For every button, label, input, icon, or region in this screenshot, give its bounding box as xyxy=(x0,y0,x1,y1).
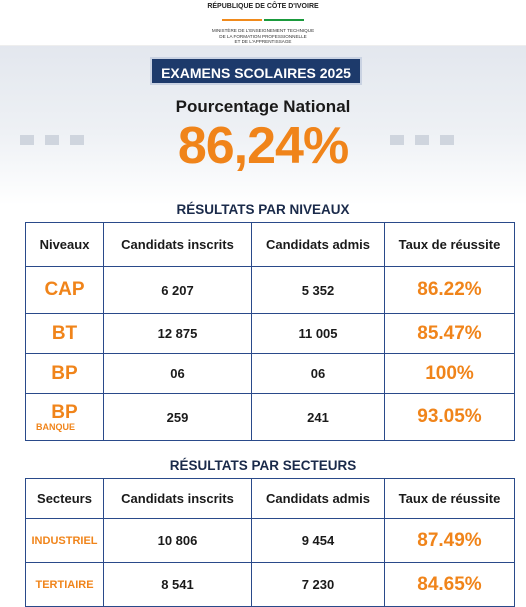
inscrits-cell: 06 xyxy=(103,353,252,394)
country: RÉPUBLIQUE DE CÔTE D'IVOIRE xyxy=(207,3,319,10)
column-header: Taux de réussite xyxy=(384,478,515,519)
flag xyxy=(0,10,526,28)
window xyxy=(70,135,84,145)
sub-label: BANQUE xyxy=(36,422,76,432)
name-text: CAP xyxy=(44,279,85,300)
section-title: RÉSULTATS PAR NIVEAUX xyxy=(176,202,350,217)
ministry-line: ET DE L'APPRENTISSAGE xyxy=(234,39,292,44)
row-name: CAP xyxy=(25,266,104,314)
admis-cell: 9 454 xyxy=(251,518,385,563)
row-name: BT xyxy=(25,313,104,354)
column-header: Candidats inscrits xyxy=(103,222,252,267)
window xyxy=(390,135,404,145)
name-text: TERTIAIRE xyxy=(35,578,94,591)
name-text: BP xyxy=(51,362,78,384)
taux-cell: 85.47% xyxy=(384,313,515,354)
taux-cell: 86.22% xyxy=(384,266,515,314)
taux-cell: 100% xyxy=(384,353,515,394)
section-title: RÉSULTATS PAR SECTEURS xyxy=(169,458,357,473)
window xyxy=(415,135,429,145)
name-text: BP xyxy=(51,402,78,423)
admis-cell: 06 xyxy=(251,353,385,394)
name-text: INDUSTRIEL xyxy=(31,534,98,547)
column-header: Niveaux xyxy=(25,222,104,267)
window xyxy=(20,135,34,145)
admis-cell: 241 xyxy=(251,393,385,441)
column-header: Secteurs xyxy=(25,478,104,519)
row-name: BP xyxy=(25,353,104,394)
column-header: Candidats admis xyxy=(251,222,385,267)
column-header: Candidats inscrits xyxy=(103,478,252,519)
taux-cell: 87.49% xyxy=(384,518,515,563)
admis-cell: 5 352 xyxy=(251,266,385,314)
inscrits-cell: 259 xyxy=(103,393,252,441)
national-value: 86,24% xyxy=(177,117,349,175)
admis-cell: 11 005 xyxy=(251,313,385,354)
taux-cell: 93.05% xyxy=(384,393,515,441)
secteurs-table: Secteurs Candidats inscrits Candidats admi… xyxy=(25,478,515,607)
row-name: INDUSTRIEL xyxy=(25,518,104,563)
window xyxy=(440,135,454,145)
inscrits-cell: 12 875 xyxy=(103,313,252,354)
row-name: BP BANQUE xyxy=(25,393,104,441)
inscrits-cell: 6 207 xyxy=(103,266,252,314)
ministry-line: MINISTÈRE DE L'ENSEIGNEMENT TECHNIQUE xyxy=(211,28,315,33)
niveaux-table: Niveaux Candidats inscrits Candidats admis… xyxy=(25,222,515,441)
name-text: BT xyxy=(51,322,78,344)
header: RÉPUBLIQUE DE CÔTE D'IVOIRE MINISTÈRE DE… xyxy=(0,0,526,46)
column-header: Candidats admis xyxy=(251,478,385,519)
inscrits-cell: 10 806 xyxy=(103,518,252,563)
window xyxy=(45,135,59,145)
ministry-line: DE LA FORMATION PROFESSIONNELLE xyxy=(219,33,307,39)
national-label: Pourcentage National xyxy=(175,97,351,116)
column-header: Taux de réussite xyxy=(384,222,515,267)
banner: EXAMENS SCOLAIRES 2025 xyxy=(150,57,362,85)
